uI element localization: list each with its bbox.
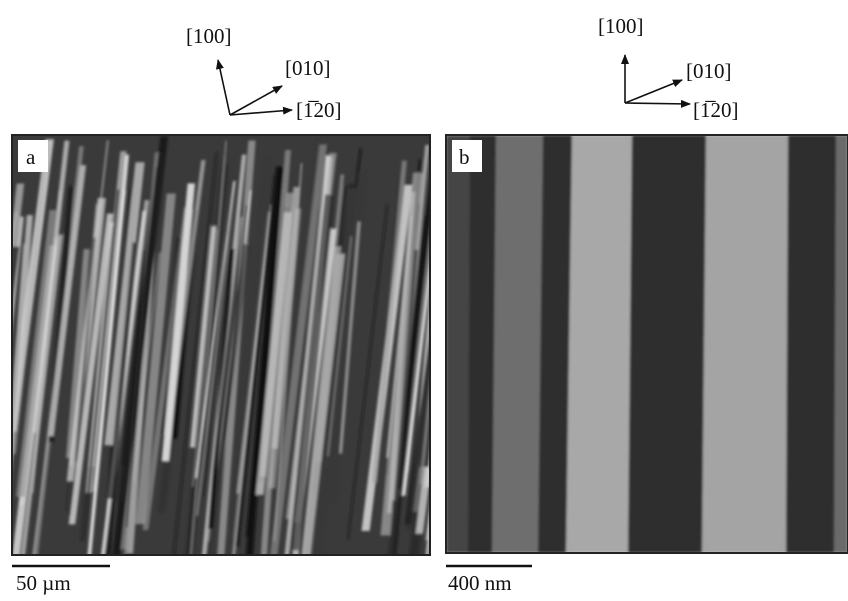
- direction-label: [100]: [186, 24, 232, 48]
- panel-label: a: [26, 145, 36, 169]
- band: [834, 135, 848, 553]
- scale-label: 400 nm: [448, 571, 512, 595]
- band: [492, 135, 543, 553]
- arrow: [625, 103, 690, 104]
- band: [446, 135, 470, 553]
- arrow: [625, 80, 682, 103]
- panel-label: b: [459, 145, 470, 169]
- band: [702, 135, 788, 553]
- page: {"panels": [ {"label": "a", "directions"…: [0, 0, 848, 601]
- scale-label: 50 µm: [16, 571, 71, 595]
- direction-label: [100]: [598, 14, 644, 38]
- arrow: [218, 60, 230, 115]
- micrograph-a: [0, 135, 476, 589]
- direction-label: [1̅20]: [296, 98, 342, 122]
- direction-label: [010]: [686, 59, 732, 83]
- body: [100] [010] [1̅20] [100] [010] [1̅20] a …: [0, 0, 848, 601]
- direction-label: [1̅20]: [693, 98, 739, 122]
- micrograph-b: [446, 135, 848, 553]
- stripe: [0, 212, 3, 441]
- figure: [100] [010] [1̅20] [100] [010] [1̅20] a …: [0, 0, 848, 596]
- band: [566, 135, 632, 553]
- arrow: [230, 110, 292, 115]
- direction-label: [010]: [285, 56, 331, 80]
- stripe: [0, 216, 9, 551]
- axes-b: [100] [010] [1̅20]: [598, 14, 739, 122]
- axes-a: [100] [010] [1̅20]: [186, 24, 342, 122]
